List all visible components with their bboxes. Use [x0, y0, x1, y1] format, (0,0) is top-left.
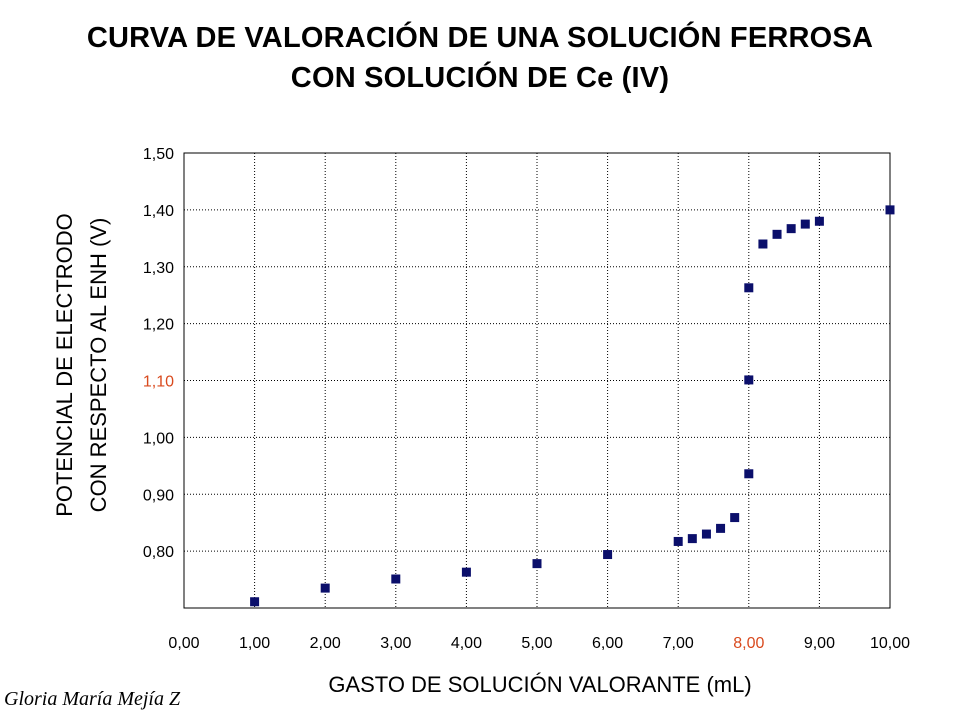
chart-title: CURVA DE VALORACIÓN DE UNA SOLUCIÓN FERR… [0, 18, 960, 98]
data-point [814, 216, 824, 226]
y-tick-label: 1,10 [143, 374, 174, 391]
author-signature: Gloria María Mejía Z [4, 688, 181, 710]
data-point [758, 239, 768, 249]
x-tick-label: 5,00 [521, 635, 552, 652]
x-axis-label: GASTO DE SOLUCIÓN VALORANTE (mL) [328, 672, 752, 697]
data-point [250, 597, 260, 607]
data-point [603, 550, 613, 560]
x-tick-label: 4,00 [451, 635, 482, 652]
y-tick-label: 0,80 [143, 544, 174, 561]
data-point [673, 536, 683, 546]
data-point [744, 283, 754, 293]
data-point [391, 574, 401, 584]
data-point [800, 219, 810, 229]
y-tick-label: 1,20 [143, 317, 174, 334]
y-tick-label: 1,40 [143, 203, 174, 220]
y-tick-label: 0,90 [143, 487, 174, 504]
data-point [687, 534, 697, 544]
x-tick-label: 6,00 [592, 635, 623, 652]
data-point [885, 205, 895, 215]
data-point [461, 567, 471, 577]
data-point [772, 229, 782, 239]
x-tick-label: 1,00 [239, 635, 270, 652]
grid-lines [184, 153, 890, 608]
data-point [532, 559, 542, 569]
x-tick-label: 10,00 [870, 635, 910, 652]
x-tick-label: 2,00 [310, 635, 341, 652]
y-tick-label: 1,50 [143, 146, 174, 163]
chart-title-line-2: CON SOLUCIÓN DE Ce (IV) [290, 62, 670, 94]
data-points [250, 205, 895, 607]
data-point [701, 529, 711, 539]
data-point [730, 513, 740, 523]
data-point [786, 224, 796, 234]
data-point [744, 375, 754, 385]
y-tick-label: 1,00 [143, 430, 174, 447]
y-tick-label: 1,30 [143, 260, 174, 277]
axis-ticks: 0,00 1,00 2,00 3,00 4,00 5,00 6,00 7,00 8,00 9,00… [143, 146, 910, 652]
data-point [320, 583, 330, 593]
data-point [716, 523, 726, 533]
x-tick-label: 3,00 [380, 635, 411, 652]
chart-title-line-1: CURVA DE VALORACIÓN DE UNA SOLUCIÓN FERR… [86, 22, 874, 54]
x-tick-label: 9,00 [804, 635, 835, 652]
x-tick-label: 8,00 [733, 635, 764, 652]
data-point [744, 469, 754, 479]
x-tick-label: 7,00 [663, 635, 694, 652]
x-tick-label: 0,00 [168, 635, 199, 652]
